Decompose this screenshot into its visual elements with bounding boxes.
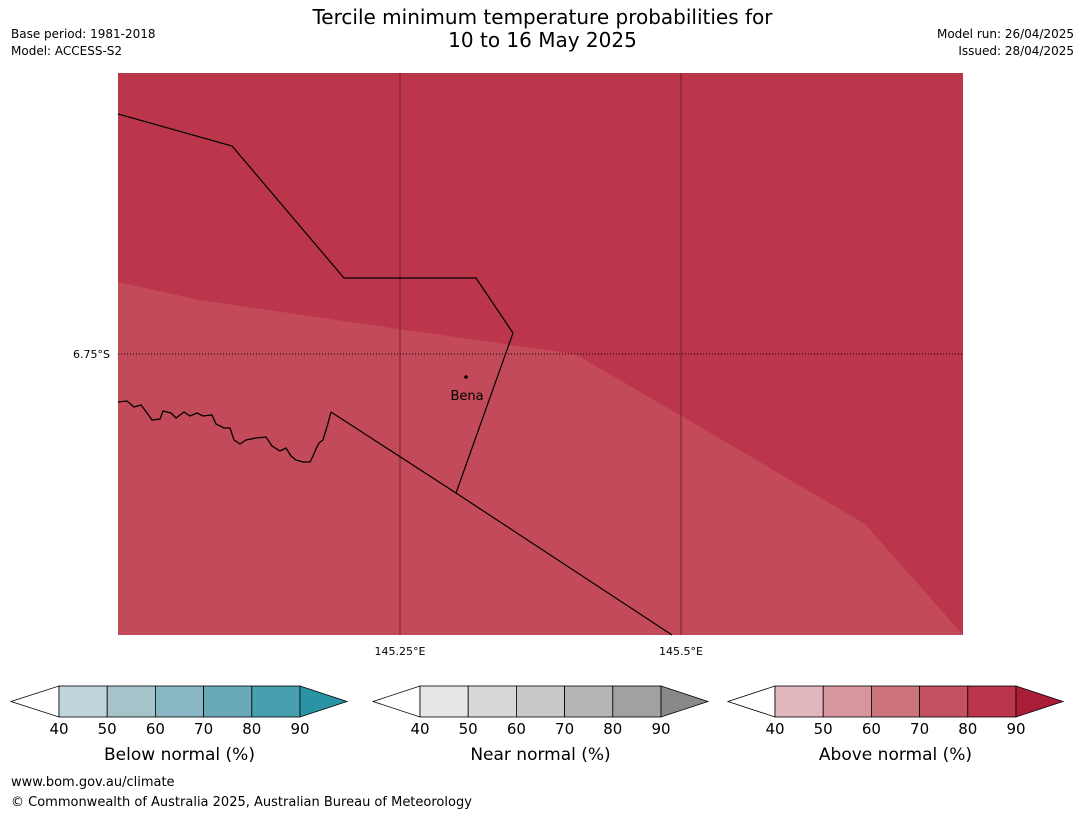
footer-url: www.bom.gov.au/climate xyxy=(11,775,175,790)
colorbar-segment xyxy=(774,685,824,718)
meta-left: Base period: 1981-2018 Model: ACCESS-S2 xyxy=(11,26,156,60)
colorbar-segment xyxy=(871,685,921,718)
colorbar-tick-label: 80 xyxy=(603,720,623,738)
colorbar-tick-label: 60 xyxy=(861,720,881,738)
lon-label-145-5: 145.5°E xyxy=(659,645,703,658)
colorbar-high-extension xyxy=(299,685,349,718)
lat-label: 6.75°S xyxy=(73,348,110,361)
colorbar-tick-label: 70 xyxy=(910,720,930,738)
colorbar-title: Near normal (%) xyxy=(470,745,611,765)
colorbar-tick-label: 90 xyxy=(290,720,310,738)
colorbar-segment xyxy=(612,685,662,718)
meta-right: Model run: 26/04/2025 Issued: 28/04/2025 xyxy=(937,26,1074,60)
colorbar-near-normal xyxy=(371,685,710,718)
colorbar-tick-label: 50 xyxy=(97,720,117,738)
colorbar-tick-label: 50 xyxy=(813,720,833,738)
colorbar-below-normal xyxy=(9,685,349,718)
colorbar-tick-label: 60 xyxy=(506,720,526,738)
colorbar-title: Above normal (%) xyxy=(818,745,973,765)
footer-copyright: © Commonwealth of Australia 2025, Austra… xyxy=(11,795,472,810)
bena-label: Bena xyxy=(450,389,483,404)
colorbar-segment xyxy=(467,685,517,718)
colorbar-low-extension xyxy=(726,685,776,718)
colorbar-tick-label: 70 xyxy=(555,720,575,738)
colorbar-tick-label: 40 xyxy=(49,720,69,738)
model-name: Model: ACCESS-S2 xyxy=(11,44,123,58)
colorbar-segment xyxy=(564,685,614,718)
colorbar-high-extension xyxy=(1015,685,1065,718)
base-period: Base period: 1981-2018 xyxy=(11,27,156,41)
probability-zone-70-80 xyxy=(118,282,963,635)
colorbar-tick-label: 70 xyxy=(194,720,214,738)
colorbar-segment xyxy=(822,685,872,718)
province-boundary xyxy=(330,411,673,636)
river-boundary xyxy=(117,400,332,463)
title-line-1: Tercile minimum temperature probabilitie… xyxy=(312,5,773,29)
colorbar-segment xyxy=(58,685,108,718)
colorbar-segment xyxy=(516,685,566,718)
colorbar-title: Below normal (%) xyxy=(104,745,255,765)
colorbar-segment xyxy=(919,685,969,718)
colorbar-tick-label: 40 xyxy=(410,720,430,738)
colorbar-tick-label: 90 xyxy=(651,720,671,738)
colorbar-tick-label: 40 xyxy=(765,720,785,738)
colorbar-low-extension xyxy=(371,685,421,718)
bena-marker xyxy=(464,375,468,379)
colorbar-high-extension xyxy=(660,685,710,718)
colorbar-low-extension xyxy=(9,685,60,718)
map-title: Tercile minimum temperature probabilitie… xyxy=(0,6,1085,52)
colorbar-segment xyxy=(203,685,253,718)
colorbar-segment xyxy=(967,685,1017,718)
colorbar-tick-label: 90 xyxy=(1006,720,1026,738)
colorbar-above-normal xyxy=(726,685,1065,718)
colorbar-segment xyxy=(106,685,156,718)
district-boundary xyxy=(117,113,514,494)
colorbar-tick-label: 80 xyxy=(958,720,978,738)
colorbar-segment xyxy=(251,685,301,718)
issued-date: Issued: 28/04/2025 xyxy=(958,44,1074,58)
colorbar-segment xyxy=(154,685,204,718)
model-run: Model run: 26/04/2025 xyxy=(936,27,1074,41)
colorbar-tick-label: 50 xyxy=(458,720,478,738)
colorbar-tick-label: 80 xyxy=(242,720,262,738)
title-line-2: 10 to 16 May 2025 xyxy=(448,28,637,52)
lon-label-145-25: 145.25°E xyxy=(375,645,426,658)
colorbar-tick-label: 60 xyxy=(145,720,165,738)
colorbar-segment xyxy=(419,685,469,718)
